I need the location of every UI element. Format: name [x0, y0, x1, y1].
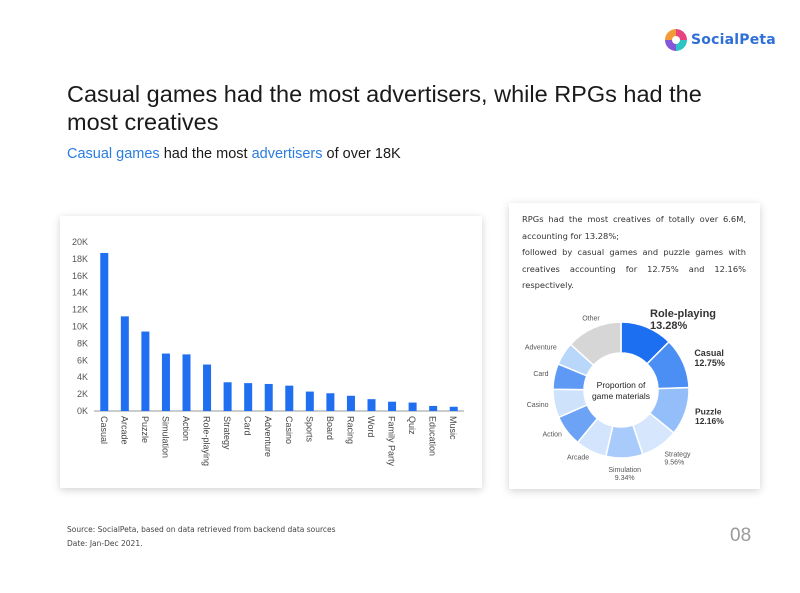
y-tick-label: 18K: [72, 254, 88, 264]
bar-chart: 0K 2K 4K 6K 8K 10K 12K 14K 16K 18K 20K Casual Arcade…: [72, 237, 464, 467]
bar-simulation: [161, 353, 170, 411]
bar-quiz: [408, 402, 417, 411]
slice-name-label: Other: [582, 315, 600, 322]
x-tick-label: Word: [366, 416, 376, 437]
creatives-note: RPGs had the most creatives of totally o…: [522, 211, 746, 294]
x-tick-label: Arcade: [119, 416, 129, 445]
bar-casual: [100, 252, 109, 411]
source-note: Source: SocialPeta, based on data retrie…: [67, 525, 336, 534]
x-tick-label: Role-playing: [202, 416, 212, 466]
slice-name-label: Role-playing: [650, 308, 716, 320]
socialpeta-logo: SocialPeta: [664, 28, 776, 52]
donut-center-label-2: game materials: [592, 391, 650, 401]
bar-adventure: [264, 383, 273, 411]
x-tick-label: Strategy: [222, 416, 232, 450]
x-tick-label: Music: [448, 416, 458, 440]
x-tick-label: Family Party: [387, 416, 397, 467]
page-subtitle: Casual games had the most advertisers of…: [67, 146, 401, 162]
x-tick-label: Casino: [284, 416, 294, 444]
slice-name-label: Casino: [527, 402, 549, 409]
x-tick-label: Puzzle: [140, 416, 150, 443]
note-line-1: RPGs had the most creatives of totally o…: [522, 214, 746, 241]
subtitle-text-1: had the most: [159, 146, 252, 162]
slice-name-label: Action: [542, 432, 562, 439]
x-tick-label: Racing: [345, 416, 355, 444]
bar-arcade: [120, 316, 129, 411]
bar-role-playing: [203, 364, 212, 411]
slice-name-label: Strategy: [664, 451, 691, 458]
date-note: Date: Jan-Dec 2021.: [67, 539, 143, 548]
bar-chart-card: [60, 216, 482, 488]
logo-text: SocialPeta: [691, 32, 776, 48]
logo-mark-icon: [665, 29, 687, 51]
x-tick-label: Sports: [304, 416, 314, 443]
y-tick-label: 2K: [77, 389, 88, 399]
y-tick-label: 12K: [72, 305, 88, 315]
y-tick-label: 8K: [77, 338, 88, 348]
slice-value-label: 9.56%: [664, 459, 684, 466]
slice-name-label: Puzzle: [695, 407, 722, 417]
slice-value-label: 12.16%: [695, 416, 724, 426]
x-tick-label: Card: [243, 416, 253, 436]
bar-strategy: [223, 382, 232, 411]
subtitle-highlight-advertisers: advertisers: [251, 146, 323, 162]
bar-sports: [305, 391, 314, 411]
note-line-2: followed by casual games and puzzle game…: [522, 247, 746, 290]
slice-value-label: 12.75%: [694, 358, 725, 368]
slice-value-label: 13.28%: [650, 320, 688, 332]
y-tick-label: 6K: [77, 355, 88, 365]
x-tick-label: Casual: [99, 416, 109, 444]
bar-education: [429, 405, 438, 411]
slice-name-label: Arcade: [567, 455, 589, 462]
bar-racing: [346, 395, 355, 411]
y-tick-label: 4K: [77, 372, 88, 382]
bar-word: [367, 399, 376, 411]
y-tick-label: 0K: [77, 406, 88, 416]
slice-other: [569, 321, 622, 367]
bar-card: [244, 383, 253, 411]
bar-casino: [285, 385, 294, 411]
y-tick-label: 20K: [72, 237, 88, 247]
x-tick-label: Action: [181, 416, 191, 441]
donut-center-label-1: Proportion of: [597, 380, 646, 390]
subtitle-text-2: of over 18K: [322, 146, 401, 162]
bar-action: [182, 354, 191, 411]
x-tick-label: Simulation: [160, 416, 170, 458]
bar-board: [326, 393, 335, 411]
subtitle-highlight-casual: Casual games: [67, 146, 160, 162]
x-tick-label: Education: [428, 416, 438, 456]
bar-family-party: [388, 401, 397, 411]
bar-music: [449, 406, 458, 411]
y-tick-label: 14K: [72, 288, 88, 298]
slice-name-label: Simulation: [608, 467, 641, 474]
bar-puzzle: [141, 331, 150, 411]
slice-value-label: 9.34%: [615, 475, 635, 482]
page-title: Casual games had the most advertisers, w…: [67, 81, 702, 135]
x-tick-label: Board: [325, 416, 335, 440]
slice-name-label: Casual: [694, 348, 724, 358]
x-tick-label: Quiz: [407, 416, 417, 435]
y-tick-label: 16K: [72, 271, 88, 281]
slice-name-label: Adventure: [525, 344, 557, 351]
page-number: 08: [730, 525, 752, 546]
slice-name-label: Card: [533, 371, 548, 378]
y-tick-label: 10K: [72, 322, 88, 332]
x-tick-label: Adventure: [263, 416, 273, 457]
